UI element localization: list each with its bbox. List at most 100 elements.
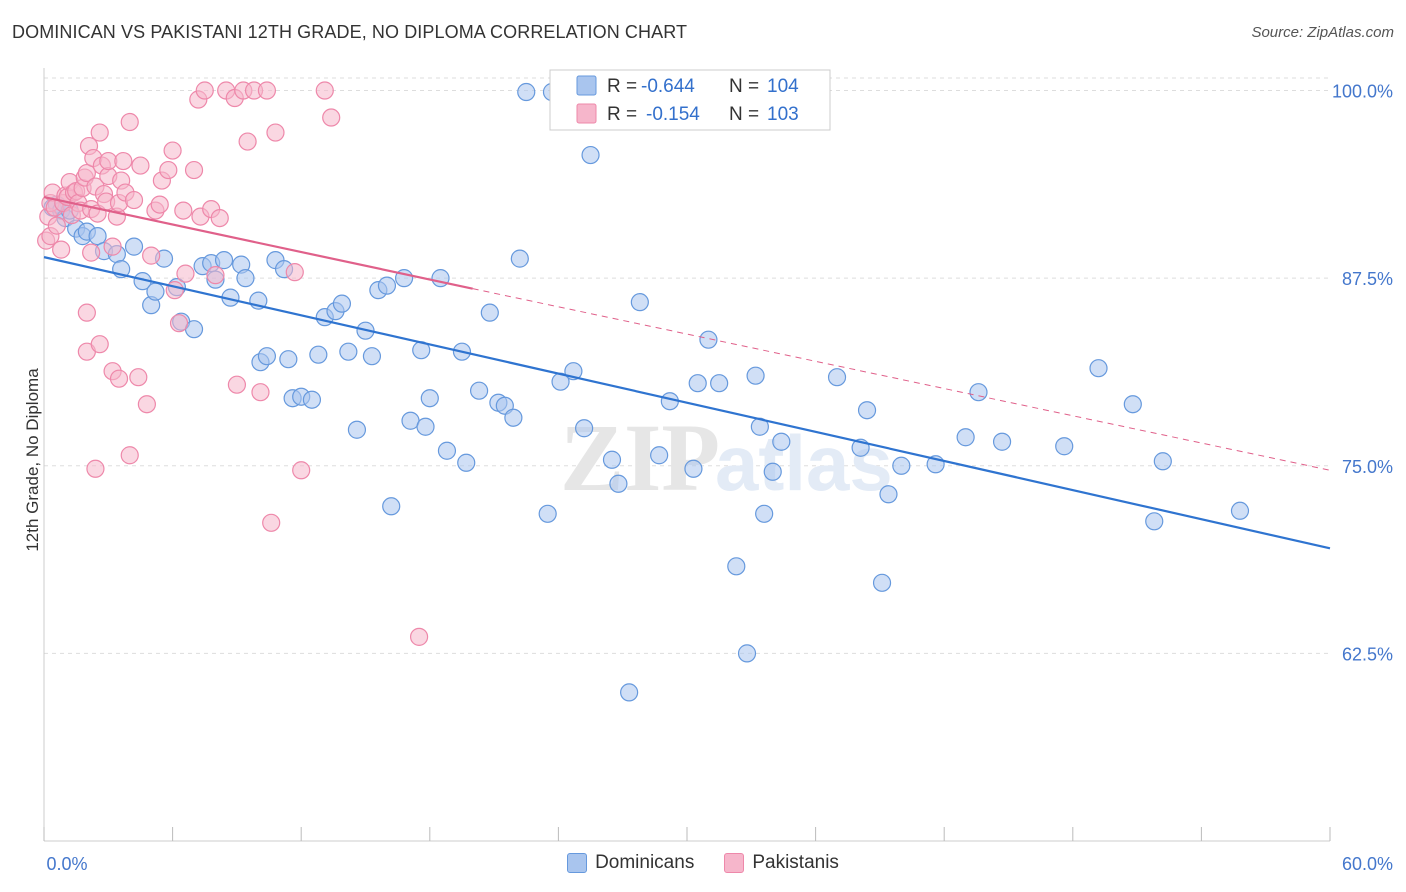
point-pakistanis xyxy=(227,375,246,394)
point-dominicans xyxy=(857,401,877,420)
point-pakistanis xyxy=(262,513,281,532)
watermark-atlas: atlas xyxy=(715,419,893,507)
point-pakistanis xyxy=(169,314,189,333)
point-dominicans xyxy=(581,145,600,165)
point-dominicans xyxy=(214,251,234,270)
point-dominicans xyxy=(146,282,165,301)
point-pakistanis xyxy=(142,246,161,265)
point-dominicans xyxy=(504,408,523,427)
point-dominicans xyxy=(88,227,107,246)
point-pakistanis xyxy=(315,81,334,100)
point-dominicans xyxy=(602,450,622,469)
legend-n-value: 103 xyxy=(767,104,799,125)
point-pakistanis xyxy=(165,281,184,300)
legend-top: R = -0.644 N = 104 R = -0.154 N = 103 xyxy=(549,69,831,131)
point-dominicans xyxy=(480,303,499,322)
point-pakistanis xyxy=(90,123,109,142)
point-pakistanis xyxy=(124,190,144,210)
point-dominicans xyxy=(362,347,382,366)
point-dominicans xyxy=(684,459,703,478)
point-pakistanis xyxy=(266,123,285,142)
point-pakistanis xyxy=(251,383,270,402)
trend-line-dominicans xyxy=(43,256,1331,550)
legend-swatch-pink xyxy=(724,853,745,873)
point-pakistanis xyxy=(322,108,341,127)
point-pakistanis xyxy=(409,627,429,646)
point-dominicans xyxy=(879,485,898,504)
point-dominicans xyxy=(630,293,649,312)
point-dominicans xyxy=(257,347,277,366)
point-pakistanis xyxy=(163,141,182,160)
legend-swatch-blue xyxy=(567,853,588,873)
y-tick-labels: 62.5% 75.0% 87.5% 100.0% xyxy=(1332,82,1393,665)
point-pakistanis xyxy=(82,243,101,262)
point-pakistanis xyxy=(184,160,204,180)
point-pakistanis xyxy=(174,201,193,220)
point-dominicans xyxy=(309,345,328,364)
point-dominicans xyxy=(737,644,757,663)
point-dominicans xyxy=(827,368,847,387)
point-dominicans xyxy=(332,294,352,313)
point-dominicans xyxy=(609,474,628,493)
point-dominicans xyxy=(1123,395,1142,414)
y-tick-label: 87.5% xyxy=(1342,269,1393,289)
point-pakistanis xyxy=(129,368,148,387)
point-dominicans xyxy=(416,417,435,436)
x-tick-labels: 0.0% 60.0% xyxy=(46,854,1393,874)
point-dominicans xyxy=(746,366,765,385)
point-dominicans xyxy=(575,419,594,438)
point-dominicans xyxy=(517,82,536,102)
point-dominicans xyxy=(763,462,782,481)
point-dominicans xyxy=(457,453,476,472)
point-pakistanis xyxy=(292,461,311,480)
point-dominicans xyxy=(956,428,975,447)
point-dominicans xyxy=(124,237,144,256)
legend-r-label: R = xyxy=(607,76,637,97)
point-pakistanis xyxy=(86,459,105,478)
point-dominicans xyxy=(510,249,529,268)
point-pakistanis xyxy=(210,208,229,228)
point-pakistanis xyxy=(131,156,150,175)
point-dominicans xyxy=(969,383,988,402)
y-axis-label: 12th Grade, No Diploma xyxy=(23,368,42,552)
point-dominicans xyxy=(755,504,774,523)
point-dominicans xyxy=(620,683,639,702)
point-dominicans xyxy=(992,432,1012,451)
point-pakistanis xyxy=(120,112,139,132)
point-pakistanis xyxy=(90,335,109,354)
legend-label: Pakistanis xyxy=(752,852,839,873)
point-pakistanis xyxy=(238,132,257,151)
point-dominicans xyxy=(650,446,669,465)
point-pakistanis xyxy=(285,263,304,282)
point-dominicans xyxy=(727,557,746,576)
point-dominicans xyxy=(377,276,397,295)
chart-title: DOMINICAN VS PAKISTANI 12TH GRADE, NO DI… xyxy=(12,22,688,42)
x-tick-label: 0.0% xyxy=(46,854,87,874)
point-pakistanis xyxy=(109,369,129,388)
point-dominicans xyxy=(1089,359,1108,378)
point-pakistanis xyxy=(176,264,195,283)
point-pakistanis xyxy=(137,395,156,414)
point-pakistanis xyxy=(77,163,96,183)
point-pakistanis xyxy=(159,160,178,180)
legend-n-label: N = xyxy=(729,76,759,97)
point-dominicans xyxy=(437,441,457,460)
trend-lines xyxy=(43,196,1331,550)
legend-r-value: -0.154 xyxy=(646,104,700,125)
point-dominicans xyxy=(772,432,791,451)
gridlines xyxy=(44,77,1330,654)
point-pakistanis xyxy=(114,151,133,171)
point-dominicans xyxy=(347,420,367,439)
legend-item-dominicans: Dominicans xyxy=(567,852,694,874)
trend-line-pakistanis xyxy=(43,196,473,290)
point-pakistanis xyxy=(150,195,169,214)
point-dominicans xyxy=(710,374,729,393)
point-dominicans xyxy=(1153,452,1172,471)
point-dominicans xyxy=(688,374,707,393)
y-tick-label: 100.0% xyxy=(1332,82,1393,102)
point-dominicans xyxy=(236,269,255,288)
legend-bottom: Dominicans Pakistanis xyxy=(0,852,1406,874)
legend-n-value: 104 xyxy=(767,76,799,97)
y-tick-label: 62.5% xyxy=(1342,644,1393,664)
